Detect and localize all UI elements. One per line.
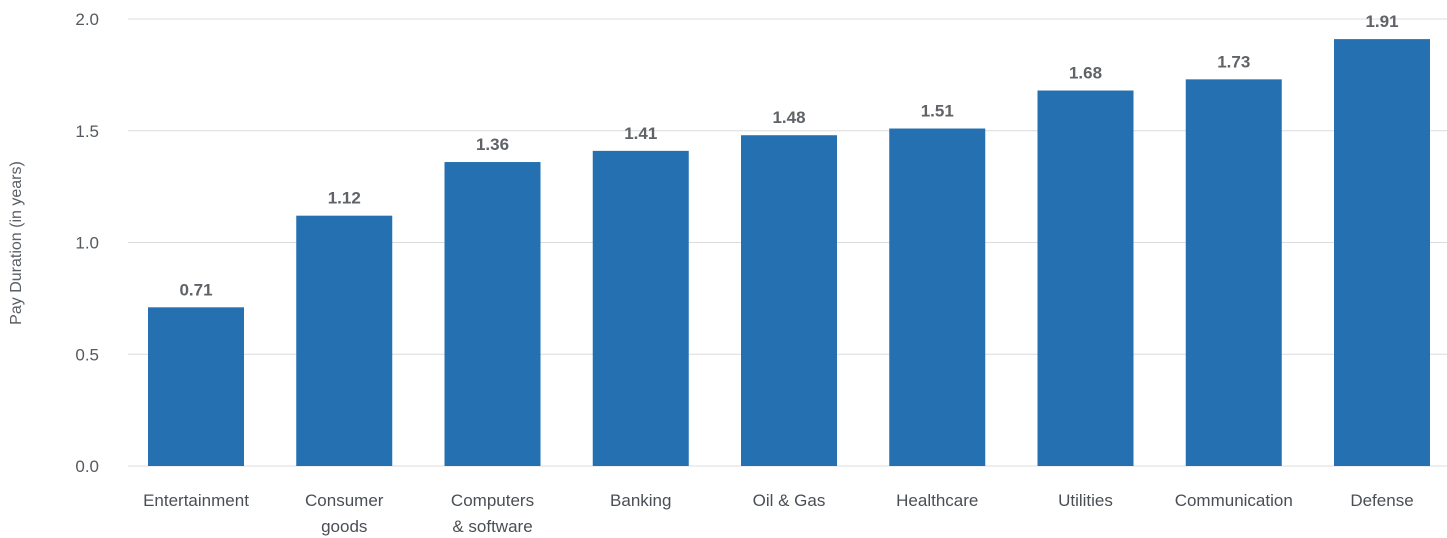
bar xyxy=(592,150,689,467)
x-tick-label: Oil & Gas xyxy=(753,491,826,510)
data-label: 0.71 xyxy=(179,280,212,299)
x-tick-label: Defense xyxy=(1350,491,1413,510)
x-tick-label: Banking xyxy=(610,491,671,510)
x-tick-label: Computers xyxy=(451,491,534,510)
bar xyxy=(1185,79,1282,466)
bar xyxy=(741,135,837,466)
y-tick-label: 1.5 xyxy=(75,122,99,141)
y-tick-label: 2.0 xyxy=(75,10,99,29)
bar xyxy=(148,307,244,466)
bar xyxy=(296,215,393,466)
x-tick-label: Utilities xyxy=(1058,491,1113,510)
x-tick-label: Communication xyxy=(1175,491,1293,510)
x-tick-label: & software xyxy=(452,517,532,536)
data-label: 1.36 xyxy=(476,135,509,154)
y-tick-label: 0.0 xyxy=(75,457,99,476)
bar xyxy=(444,162,541,467)
data-label: 1.48 xyxy=(772,108,805,127)
data-label: 1.51 xyxy=(921,102,954,121)
data-label: 1.41 xyxy=(624,124,657,143)
y-tick-label: 1.0 xyxy=(75,234,99,253)
data-label: 1.12 xyxy=(328,189,361,208)
y-tick-label: 0.5 xyxy=(75,345,99,364)
x-tick-label: Healthcare xyxy=(896,491,978,510)
bar xyxy=(889,128,986,466)
bar xyxy=(1037,90,1134,467)
y-axis-label: Pay Duration (in years) xyxy=(8,161,25,325)
bar xyxy=(1334,39,1430,467)
x-tick-label: Entertainment xyxy=(143,491,249,510)
data-label: 1.91 xyxy=(1365,12,1398,31)
x-tick-label: Consumer xyxy=(305,491,384,510)
data-label: 1.73 xyxy=(1217,52,1250,71)
data-label: 1.68 xyxy=(1069,64,1102,83)
x-tick-label: goods xyxy=(321,517,367,536)
